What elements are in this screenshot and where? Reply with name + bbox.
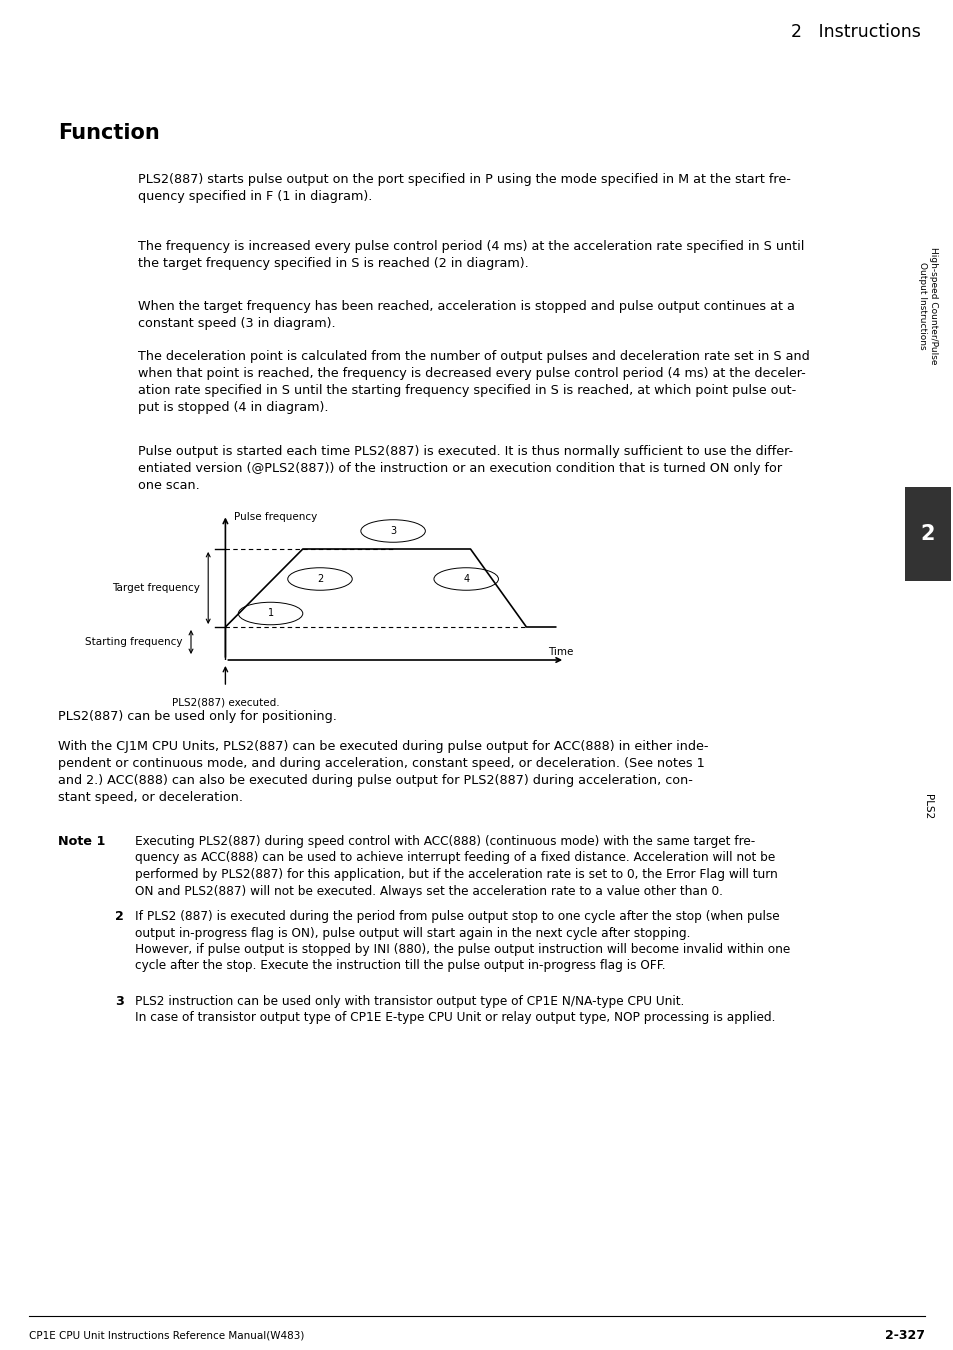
Text: Executing PLS2(887) during speed control with ACC(888) (continuous mode) with th: Executing PLS2(887) during speed control… <box>135 836 777 898</box>
Text: 3: 3 <box>115 995 124 1008</box>
Text: Target frequency: Target frequency <box>112 583 199 593</box>
FancyBboxPatch shape <box>903 487 950 582</box>
Text: Time: Time <box>548 647 573 657</box>
Text: If PLS2 (887) is executed during the period from pulse output stop to one cycle : If PLS2 (887) is executed during the per… <box>135 910 789 972</box>
Text: PLS2: PLS2 <box>923 794 932 819</box>
Text: The deceleration point is calculated from the number of output pulses and decele: The deceleration point is calculated fro… <box>138 350 809 414</box>
Text: PLS2 instruction can be used only with transistor output type of CP1E N/NA-type : PLS2 instruction can be used only with t… <box>135 995 775 1025</box>
Text: 1: 1 <box>267 609 274 618</box>
Text: 3: 3 <box>390 526 395 536</box>
Text: Note 1: Note 1 <box>58 836 105 848</box>
Text: 2: 2 <box>920 524 934 544</box>
Text: Function: Function <box>58 123 159 143</box>
Text: PLS2(887) starts pulse output on the port specified in P using the mode specifie: PLS2(887) starts pulse output on the por… <box>138 173 790 202</box>
Text: 2: 2 <box>115 910 124 923</box>
Text: CP1E CPU Unit Instructions Reference Manual(W483): CP1E CPU Unit Instructions Reference Man… <box>29 1330 304 1341</box>
Text: Pulse output is started each time PLS2(887) is executed. It is thus normally suf: Pulse output is started each time PLS2(8… <box>138 446 792 491</box>
Text: PLS2(887) can be used only for positioning.: PLS2(887) can be used only for positioni… <box>58 710 336 724</box>
Text: With the CJ1M CPU Units, PLS2(887) can be executed during pulse output for ACC(8: With the CJ1M CPU Units, PLS2(887) can b… <box>58 740 708 805</box>
Text: 2   Instructions: 2 Instructions <box>790 23 920 40</box>
Text: PLS2(887) executed.: PLS2(887) executed. <box>172 698 279 707</box>
Text: Pulse frequency: Pulse frequency <box>233 512 317 521</box>
Text: Starting frequency: Starting frequency <box>85 637 182 647</box>
Text: The frequency is increased every pulse control period (4 ms) at the acceleration: The frequency is increased every pulse c… <box>138 240 803 270</box>
Text: High-speed Counter/Pulse
Output Instructions: High-speed Counter/Pulse Output Instruct… <box>918 247 937 364</box>
Text: 2: 2 <box>316 574 323 585</box>
Text: 2-327: 2-327 <box>884 1328 924 1342</box>
Text: 4: 4 <box>462 574 469 585</box>
Text: When the target frequency has been reached, acceleration is stopped and pulse ou: When the target frequency has been reach… <box>138 300 794 329</box>
